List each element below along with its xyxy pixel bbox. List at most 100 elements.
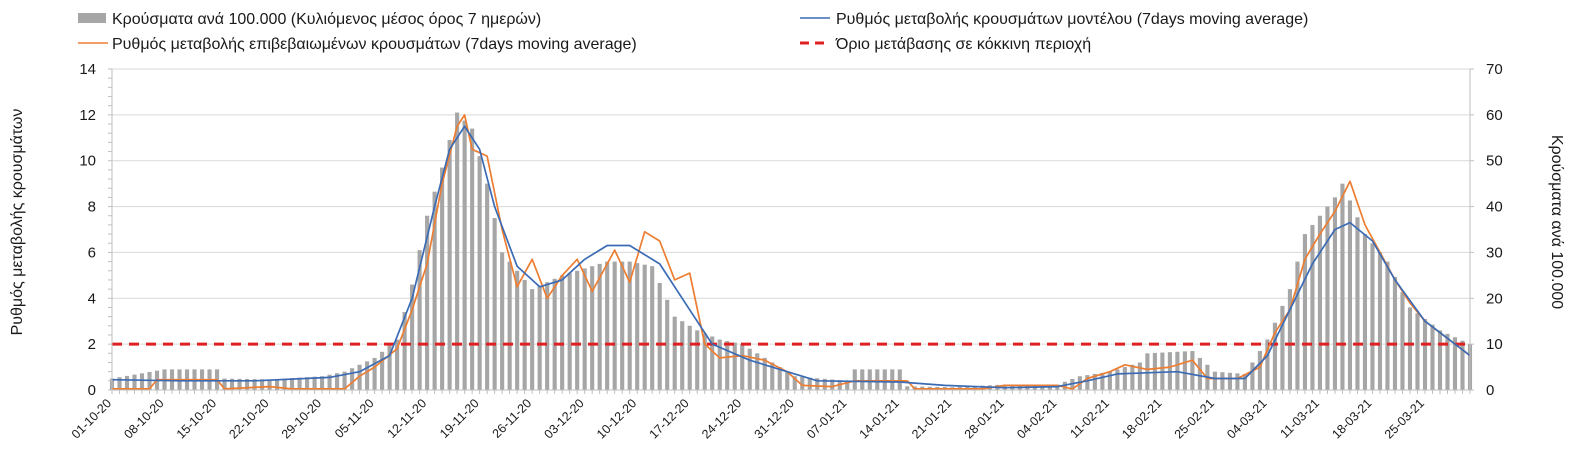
x-tick-label: 25-02-21 (1172, 396, 1217, 441)
bar (710, 336, 715, 390)
bar (259, 379, 265, 390)
bar (1415, 313, 1420, 390)
legend-bars-label: Κρούσματα ανά 100.000 (Κυλιόμενος μέσος … (112, 11, 541, 28)
bar (860, 369, 865, 390)
bar (1377, 252, 1383, 390)
x-tick-label: 19-11-20 (437, 396, 482, 441)
bar (1325, 206, 1330, 390)
bar (1347, 200, 1353, 390)
bar (117, 377, 122, 390)
bar (695, 330, 700, 390)
bar (1220, 372, 1225, 390)
bar (785, 371, 790, 390)
bar (1122, 367, 1127, 390)
bar (410, 284, 415, 390)
bar (747, 348, 752, 390)
bar (590, 266, 595, 390)
bar (732, 342, 737, 390)
bar (1370, 243, 1375, 390)
bar (1182, 351, 1187, 390)
y-axis-right-title: Κρούσματα ανά 100.000 (1548, 135, 1565, 309)
bar (725, 341, 730, 390)
bar (740, 344, 745, 390)
bar (1332, 197, 1338, 390)
gridlines (112, 68, 1470, 345)
bar (1437, 330, 1443, 390)
bar (507, 261, 512, 390)
bar (657, 283, 662, 390)
bar (560, 275, 565, 390)
bar (1212, 371, 1217, 390)
bar (1115, 369, 1120, 390)
y-left-tick-label: 8 (88, 199, 96, 216)
bar (755, 353, 760, 390)
bar (387, 345, 392, 390)
bar (1272, 322, 1277, 390)
line-series (111, 114, 1471, 390)
bar (305, 377, 310, 390)
bar (365, 361, 370, 390)
bar (815, 378, 820, 390)
bar (650, 266, 655, 390)
bar (1460, 340, 1465, 390)
x-tick-label: 15-10-20 (174, 396, 219, 441)
y-right-tick-label: 10 (1486, 336, 1503, 353)
bar (672, 316, 677, 390)
y-right-tick-label: 30 (1486, 244, 1503, 261)
x-tick-label: 05-11-20 (332, 396, 377, 441)
y-left-tick-label: 6 (88, 244, 96, 261)
bar (762, 357, 767, 390)
legend-confirmed-label: Ρυθμός μεταβολής επιβεβαιωμένων κρουσμάτ… (112, 36, 637, 53)
confirmed-cases-line (112, 114, 1471, 390)
y-left-tick-label: 4 (88, 290, 96, 307)
x-tick-label: 24-12-20 (699, 396, 744, 441)
bar (297, 377, 302, 390)
x-tick-label: 18-02-21 (1119, 396, 1164, 441)
bar (1107, 371, 1112, 390)
bar (1257, 351, 1262, 390)
bar (1190, 351, 1195, 390)
bar (522, 279, 527, 390)
bar (515, 270, 520, 390)
bar (830, 379, 835, 390)
y-right-tick-label: 70 (1486, 61, 1503, 78)
bar (635, 263, 640, 390)
bar (1130, 364, 1135, 390)
x-tick-label: 01-10-20 (69, 396, 114, 441)
bar (432, 191, 437, 390)
x-tick-label: 07-01-21 (804, 396, 849, 441)
bar (1400, 292, 1405, 390)
bar (342, 371, 347, 390)
bar (905, 386, 910, 390)
bar (229, 378, 235, 390)
bar (1355, 217, 1360, 390)
bar (1265, 339, 1270, 390)
bar (612, 261, 617, 390)
y-right-tick-label: 20 (1486, 290, 1503, 307)
bar (642, 264, 647, 390)
bar (1250, 362, 1255, 390)
x-tick-label: 21-01-21 (909, 396, 954, 441)
bar (470, 128, 475, 390)
bar (477, 156, 482, 390)
bar (852, 369, 857, 390)
x-axis-ticks: 01-10-20 08-10-20 15-10-20 22-10-20 29-10-20… (69, 396, 1427, 441)
x-tick-label: 08-10-20 (121, 396, 166, 441)
x-tick-label: 17-12-20 (647, 396, 692, 441)
bar (1092, 373, 1097, 390)
legend-model-label: Ρυθμός μεταβολής κρουσμάτων μοντέλου (7d… (836, 11, 1308, 28)
bar (274, 378, 280, 390)
bar (1235, 373, 1240, 390)
bar (867, 369, 872, 390)
bar (1452, 337, 1458, 390)
x-tick-label: 03-12-20 (542, 396, 587, 441)
x-tick-label: 12-11-20 (385, 396, 430, 441)
bar (575, 270, 580, 390)
bar (312, 376, 317, 390)
bar (350, 368, 355, 390)
bar (537, 285, 542, 390)
bar (1287, 289, 1292, 390)
bar (717, 339, 722, 390)
y-left-tick-label: 14 (79, 61, 96, 78)
bar (335, 373, 340, 390)
